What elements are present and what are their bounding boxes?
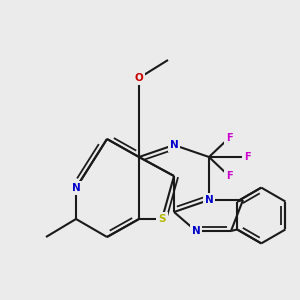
Text: F: F: [226, 171, 232, 181]
Text: S: S: [158, 214, 166, 224]
Text: N: N: [72, 183, 80, 193]
Text: F: F: [244, 152, 250, 162]
Text: N: N: [169, 140, 178, 150]
Text: F: F: [226, 133, 232, 143]
Text: N: N: [192, 226, 200, 236]
Text: N: N: [205, 195, 213, 205]
Text: O: O: [135, 73, 143, 83]
